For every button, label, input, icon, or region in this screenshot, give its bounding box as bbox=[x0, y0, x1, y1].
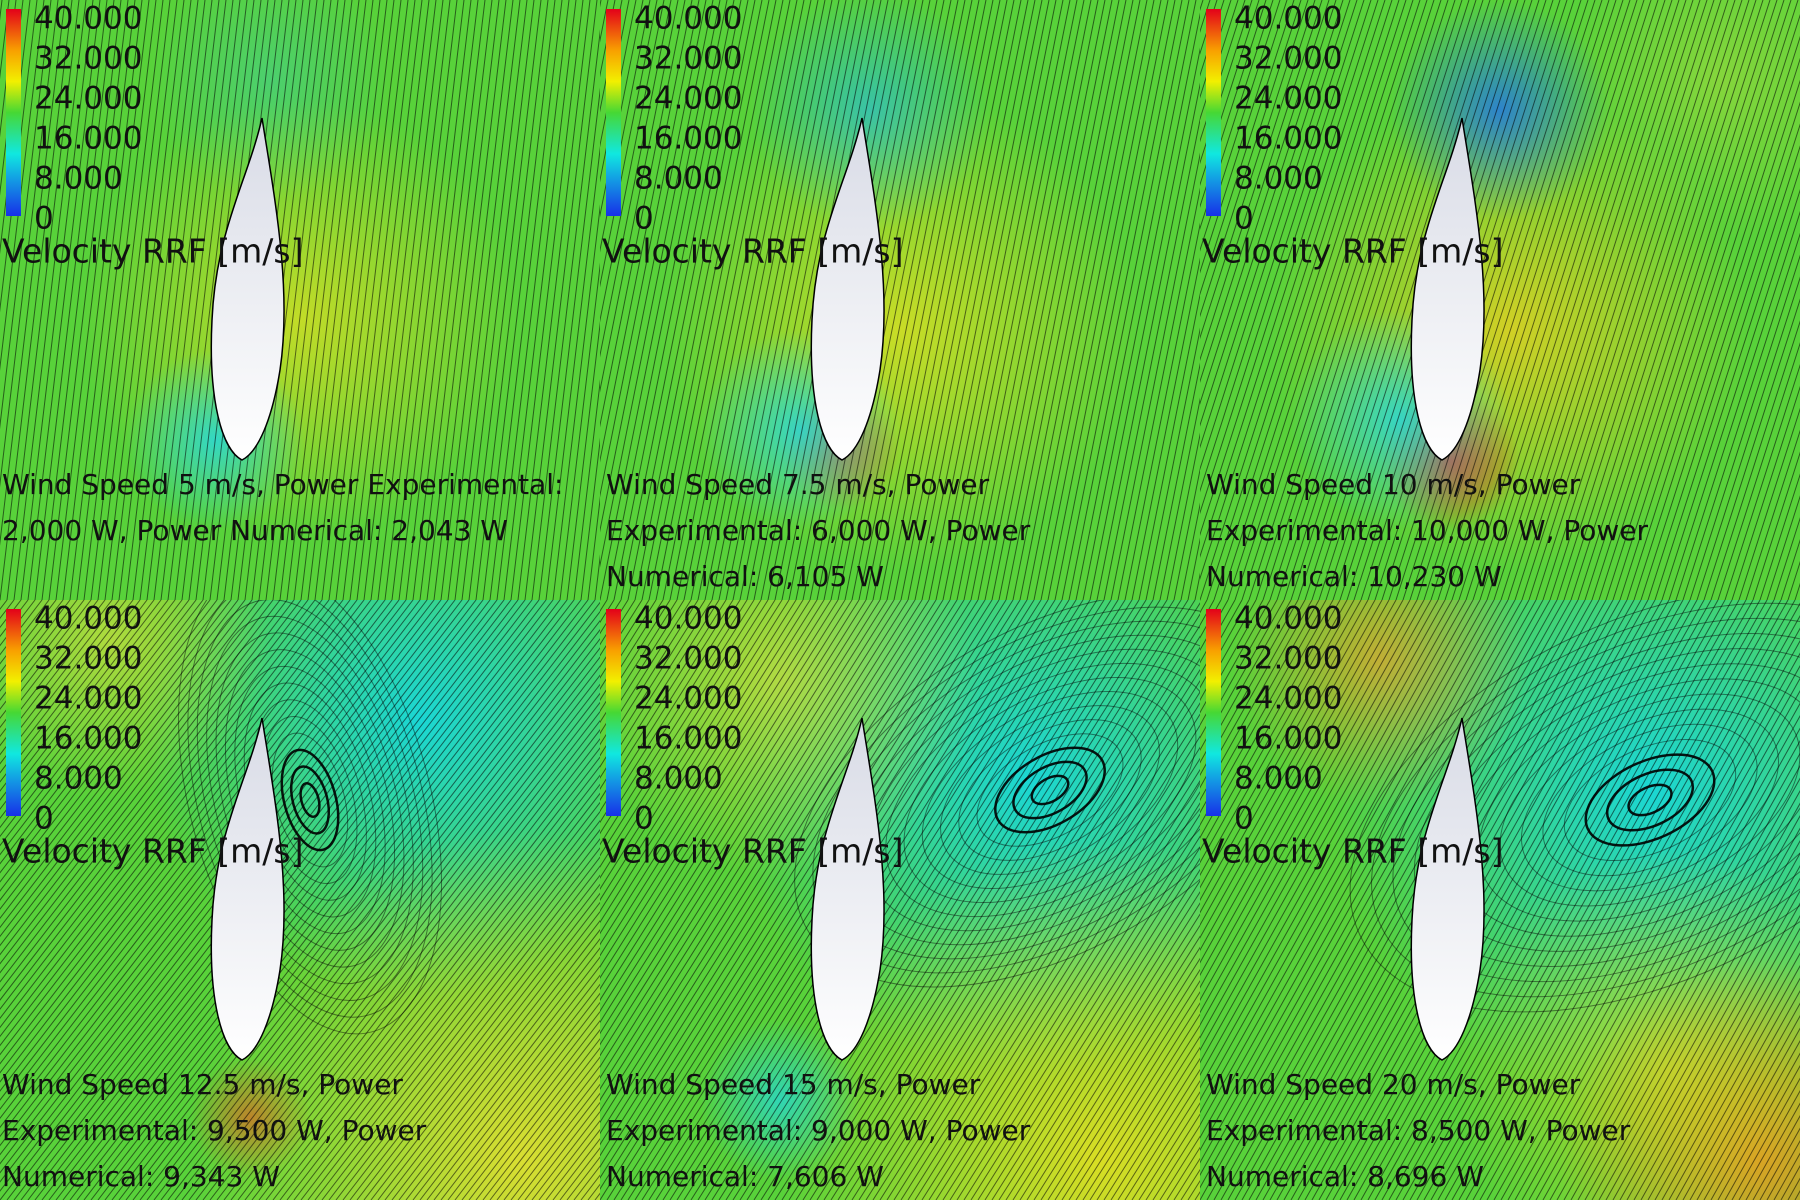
color-bar bbox=[606, 609, 621, 816]
blade bbox=[810, 717, 885, 1061]
legend-title: Velocity RRF [m/s] bbox=[2, 232, 303, 271]
legend-tick-label: 0 bbox=[34, 801, 54, 837]
caption-line: Numerical: 7,606 W bbox=[606, 1160, 884, 1193]
caption-line: Wind Speed 20 m/s, Power bbox=[1206, 1068, 1581, 1101]
legend-tick-label: 32.000 bbox=[34, 41, 142, 77]
caption-line: Wind Speed 5 m/s, Power Experimental: bbox=[2, 468, 563, 501]
legend-tick-label: 24.000 bbox=[34, 81, 142, 117]
color-bar bbox=[6, 609, 21, 816]
legend-tick-label: 32.000 bbox=[1234, 641, 1342, 677]
legend-tick-label: 8.000 bbox=[1234, 161, 1323, 197]
legend-tick-label: 0 bbox=[634, 801, 654, 837]
legend-tick-label: 16.000 bbox=[1234, 121, 1342, 157]
legend-tick-label: 40.000 bbox=[34, 1, 142, 37]
caption-line: Wind Speed 12.5 m/s, Power bbox=[2, 1068, 403, 1101]
legend-tick-label: 8.000 bbox=[634, 761, 723, 797]
legend-tick-label: 40.000 bbox=[34, 601, 142, 637]
color-bar bbox=[6, 9, 21, 216]
legend-tick-label: 16.000 bbox=[34, 121, 142, 157]
legend-tick-label: 16.000 bbox=[1234, 721, 1342, 757]
flow-field bbox=[600, 600, 1200, 1200]
legend-tick-label: 32.000 bbox=[634, 41, 742, 77]
caption-line: Experimental: 10,000 W, Power bbox=[1206, 514, 1649, 547]
caption-line: Experimental: 8,500 W, Power bbox=[1206, 1114, 1631, 1147]
caption-line: Numerical: 9,343 W bbox=[2, 1160, 280, 1193]
legend-tick-label: 16.000 bbox=[634, 721, 742, 757]
legend-title: Velocity RRF [m/s] bbox=[1202, 232, 1503, 271]
blade bbox=[1410, 117, 1485, 461]
legend-tick-label: 16.000 bbox=[634, 121, 742, 157]
caption-line: Wind Speed 7.5 m/s, Power bbox=[606, 468, 990, 501]
legend-tick-label: 0 bbox=[1234, 201, 1254, 237]
legend-tick-label: 32.000 bbox=[1234, 41, 1342, 77]
legend-tick-label: 0 bbox=[34, 201, 54, 237]
legend-tick-label: 8.000 bbox=[34, 161, 123, 197]
caption-line: Experimental: 6,000 W, Power bbox=[606, 514, 1031, 547]
legend-tick-label: 8.000 bbox=[634, 161, 723, 197]
color-bar bbox=[606, 9, 621, 216]
color-bar bbox=[1206, 9, 1221, 216]
caption-line: Numerical: 6,105 W bbox=[606, 560, 884, 593]
legend-tick-label: 8.000 bbox=[1234, 761, 1323, 797]
caption-line: Wind Speed 15 m/s, Power bbox=[606, 1068, 981, 1101]
flow-field bbox=[0, 0, 600, 600]
streamlines bbox=[600, 0, 1200, 600]
legend-title: Velocity RRF [m/s] bbox=[602, 232, 903, 271]
caption-line: Wind Speed 10 m/s, Power bbox=[1206, 468, 1581, 501]
legend-tick-label: 24.000 bbox=[1234, 681, 1342, 717]
legend-tick-label: 24.000 bbox=[634, 81, 742, 117]
color-bar bbox=[1206, 609, 1221, 816]
streamlines bbox=[0, 600, 600, 1200]
caption-line: Experimental: 9,000 W, Power bbox=[606, 1114, 1031, 1147]
legend-tick-label: 40.000 bbox=[1234, 1, 1342, 37]
caption-line: 2,000 W, Power Numerical: 2,043 W bbox=[2, 514, 508, 547]
caption-line: Experimental: 9,500 W, Power bbox=[2, 1114, 427, 1147]
blade bbox=[1410, 717, 1485, 1061]
caption-line: Numerical: 8,696 W bbox=[1206, 1160, 1484, 1193]
streamlines bbox=[1200, 0, 1800, 600]
flow-field bbox=[0, 600, 600, 1200]
legend-tick-label: 0 bbox=[1234, 801, 1254, 837]
legend-tick-label: 32.000 bbox=[634, 641, 742, 677]
legend-tick-label: 24.000 bbox=[1234, 81, 1342, 117]
legend-tick-label: 8.000 bbox=[34, 761, 123, 797]
blade bbox=[210, 717, 285, 1061]
legend-tick-label: 32.000 bbox=[34, 641, 142, 677]
legend-tick-label: 16.000 bbox=[34, 721, 142, 757]
blade bbox=[210, 117, 285, 461]
legend-tick-label: 24.000 bbox=[34, 681, 142, 717]
legend-title: Velocity RRF [m/s] bbox=[2, 832, 303, 871]
legend-title: Velocity RRF [m/s] bbox=[1202, 832, 1503, 871]
legend-tick-label: 40.000 bbox=[634, 1, 742, 37]
flow-field bbox=[1200, 600, 1800, 1200]
blade bbox=[810, 117, 885, 461]
legend-tick-label: 0 bbox=[634, 201, 654, 237]
legend-title: Velocity RRF [m/s] bbox=[602, 832, 903, 871]
legend-tick-label: 40.000 bbox=[634, 601, 742, 637]
caption-line: Numerical: 10,230 W bbox=[1206, 560, 1502, 593]
legend-tick-label: 24.000 bbox=[634, 681, 742, 717]
legend-tick-label: 40.000 bbox=[1234, 601, 1342, 637]
